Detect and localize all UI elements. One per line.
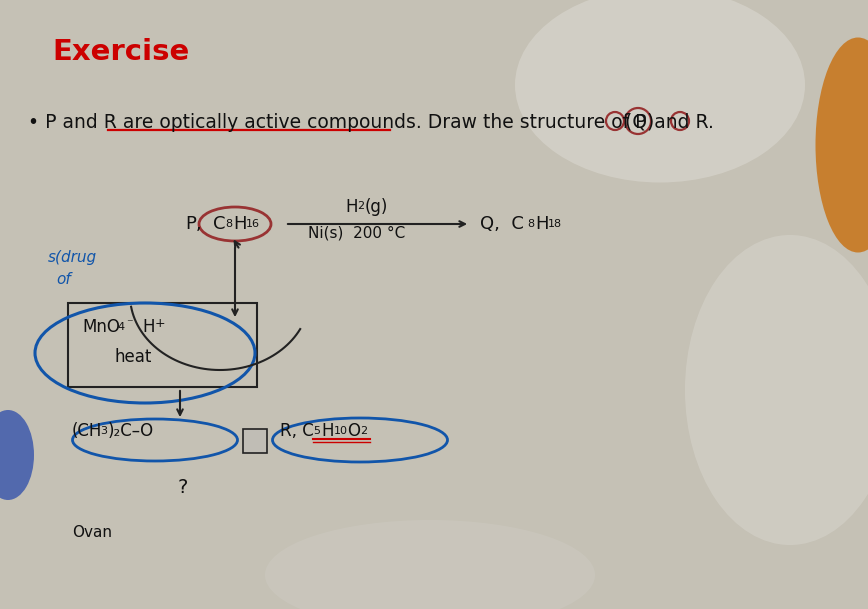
Text: 8: 8 (225, 219, 232, 229)
Text: Ni(s)  200 °C: Ni(s) 200 °C (308, 226, 405, 241)
Text: 18: 18 (548, 219, 562, 229)
Text: H: H (321, 422, 333, 440)
Text: Exercise: Exercise (52, 38, 189, 66)
Ellipse shape (685, 235, 868, 545)
Text: C: C (213, 215, 226, 233)
Text: s(drug: s(drug (48, 250, 97, 265)
Text: 2: 2 (360, 426, 367, 436)
Ellipse shape (0, 410, 34, 500)
Text: O: O (347, 422, 360, 440)
Text: ⁻: ⁻ (126, 317, 133, 330)
Text: (CH: (CH (72, 422, 102, 440)
Text: 10: 10 (334, 426, 348, 436)
FancyBboxPatch shape (243, 429, 267, 453)
Text: 2: 2 (357, 201, 364, 211)
Text: R, C: R, C (280, 422, 313, 440)
Text: • P and R are optically active compounds. Draw the structure of P: • P and R are optically active compounds… (28, 113, 647, 132)
Text: 3: 3 (100, 426, 107, 436)
Text: MnO: MnO (82, 318, 120, 336)
Text: heat: heat (115, 348, 153, 366)
Text: H: H (142, 318, 155, 336)
Ellipse shape (816, 38, 868, 253)
Ellipse shape (265, 520, 595, 609)
Text: (Q)and R.: (Q)and R. (625, 113, 713, 132)
Text: H: H (233, 215, 247, 233)
Text: 8: 8 (527, 219, 534, 229)
Text: H: H (345, 198, 358, 216)
Text: 4: 4 (117, 322, 124, 332)
Text: ?: ? (178, 478, 188, 497)
Text: Q,  C: Q, C (480, 215, 524, 233)
Text: )₂C–O: )₂C–O (108, 422, 155, 440)
Text: 16: 16 (246, 219, 260, 229)
Ellipse shape (515, 0, 805, 183)
Text: (g): (g) (365, 198, 388, 216)
Text: H: H (535, 215, 549, 233)
Text: of: of (56, 272, 71, 287)
Text: 5: 5 (313, 426, 320, 436)
Text: Ovan: Ovan (72, 525, 112, 540)
Text: +: + (155, 317, 166, 330)
Text: P,: P, (185, 215, 201, 233)
